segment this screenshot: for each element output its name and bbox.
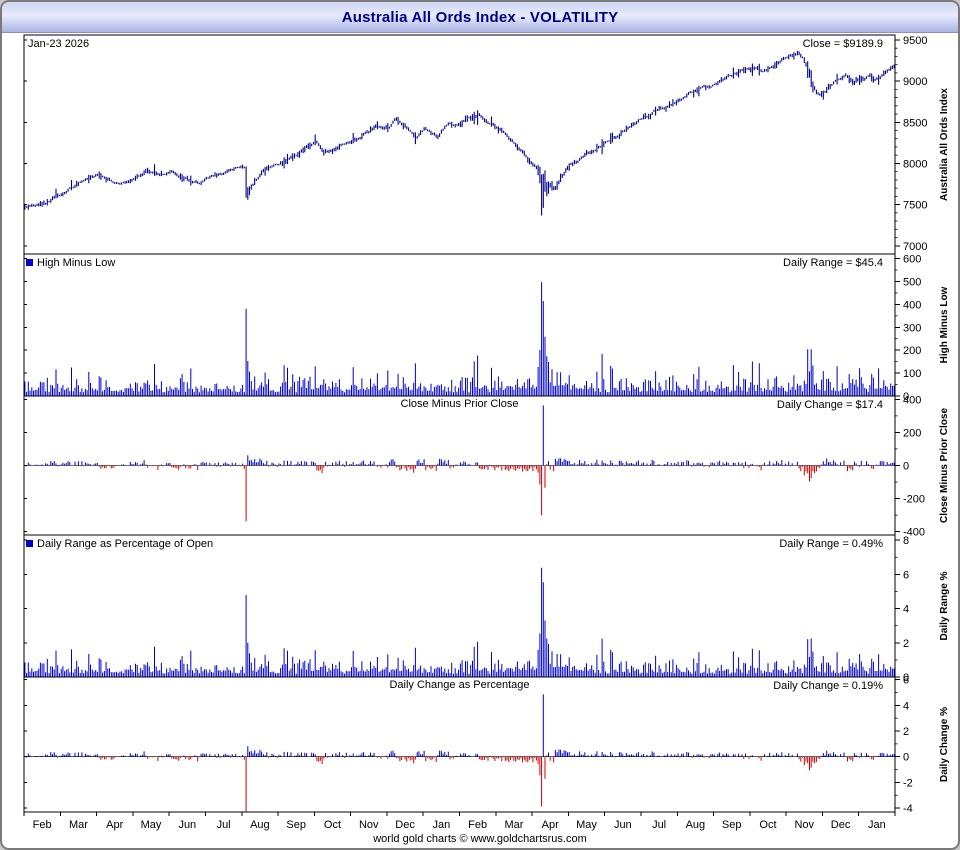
x-tick-label: Oct bbox=[324, 819, 341, 831]
stat-annotation: Daily Change = $17.4 bbox=[777, 399, 883, 411]
y-tick-label: 0 bbox=[903, 391, 909, 403]
stat-annotation: Daily Range = 0.49% bbox=[779, 538, 883, 550]
panel-ylabel: Daily Range % bbox=[939, 571, 950, 640]
y-tick-label: 400 bbox=[903, 394, 921, 406]
y-tick-label: 2 bbox=[903, 638, 909, 650]
y-tick-label: -200 bbox=[903, 494, 925, 506]
stat-annotation: Daily Range = $45.4 bbox=[783, 257, 883, 269]
page-title: Australia All Ords Index - VOLATILITY bbox=[341, 8, 619, 26]
changePct-bars-negative bbox=[26, 756, 874, 812]
change-bars-positive bbox=[27, 405, 895, 466]
y-tick-label: 4 bbox=[903, 700, 909, 712]
legend-swatch bbox=[26, 540, 33, 547]
x-tick-label: Feb bbox=[468, 819, 487, 831]
panel-center-label: Close Minus Prior Close bbox=[401, 398, 519, 410]
x-tick-label: Apr bbox=[106, 819, 123, 831]
x-tick-label: May bbox=[141, 819, 162, 831]
change-bars-negative bbox=[26, 465, 874, 522]
y-tick-label: 6 bbox=[903, 675, 909, 687]
panel-ylabel: Daily Change % bbox=[939, 707, 950, 782]
stat-annotation: Daily Change = 0.19% bbox=[773, 680, 883, 692]
x-tick-label: Jul bbox=[652, 819, 666, 831]
y-tick-label: -2 bbox=[903, 777, 913, 789]
x-tick-label: Sep bbox=[722, 819, 742, 831]
rangePct-bars-positive bbox=[24, 567, 895, 677]
x-tick-label: Jun bbox=[614, 819, 632, 831]
y-tick-label: 7500 bbox=[903, 200, 927, 212]
y-tick-label: 400 bbox=[903, 299, 921, 311]
x-tick-label: Jan bbox=[432, 819, 450, 831]
panel-center-label: Daily Change as Percentage bbox=[389, 679, 529, 691]
y-tick-label: 6 bbox=[903, 569, 909, 581]
panel-ylabel: High Minus Low bbox=[939, 286, 950, 363]
x-tick-label: Sep bbox=[286, 819, 306, 831]
y-tick-label: 100 bbox=[903, 368, 921, 380]
x-tick-label: Nov bbox=[794, 819, 814, 831]
footer-credit: world gold charts © www.goldchartsrus.co… bbox=[373, 833, 587, 845]
chart-area: 7000 7500 8000 8500 9000 9500 Australia All Or… bbox=[2, 32, 958, 836]
y-tick-label: 0 bbox=[903, 672, 909, 684]
x-tick-label: Jun bbox=[178, 819, 196, 831]
x-tick-label: Aug bbox=[686, 819, 706, 831]
stat-annotation: Close = $9189.9 bbox=[803, 38, 883, 50]
x-tick-label: Jan bbox=[868, 819, 886, 831]
y-tick-label: 2 bbox=[903, 726, 909, 738]
date-annotation: Jan-23 2026 bbox=[28, 38, 89, 50]
y-tick-label: 300 bbox=[903, 322, 921, 334]
y-tick-label: 8 bbox=[903, 535, 909, 547]
y-tick-label: 8500 bbox=[903, 117, 927, 129]
x-tick-label: Mar bbox=[504, 819, 523, 831]
x-tick-label: Jul bbox=[217, 819, 231, 831]
panel-ylabel: Close Minus Prior Close bbox=[939, 408, 950, 523]
price-hilo-bars bbox=[24, 50, 895, 216]
y-tick-label: 9000 bbox=[903, 76, 927, 88]
y-tick-label: 200 bbox=[903, 345, 921, 357]
title-bar: Australia All Ords Index - VOLATILITY bbox=[2, 2, 958, 33]
x-tick-label: May bbox=[576, 819, 597, 831]
x-tick-label: Dec bbox=[395, 819, 415, 831]
x-tick-label: Mar bbox=[69, 819, 88, 831]
x-tick-label: Dec bbox=[831, 819, 851, 831]
y-tick-label: 7000 bbox=[903, 241, 927, 253]
range-bars-positive bbox=[24, 282, 895, 396]
y-tick-label: 0 bbox=[903, 752, 909, 764]
y-tick-label: 600 bbox=[903, 254, 921, 266]
plot-border bbox=[23, 34, 896, 813]
y-tick-label: 9500 bbox=[903, 35, 927, 47]
x-tick-label: Nov bbox=[359, 819, 379, 831]
x-tick-label: Aug bbox=[250, 819, 270, 831]
y-tick-label: 4 bbox=[903, 604, 909, 616]
y-tick-label: -4 bbox=[903, 803, 913, 815]
y-tick-label: 0 bbox=[903, 461, 909, 473]
y-tick-label: 8000 bbox=[903, 158, 927, 170]
y-tick-label: -400 bbox=[903, 527, 925, 539]
panel-ylabel: Australia All Ords Index bbox=[939, 88, 950, 201]
legend-label: High Minus Low bbox=[37, 257, 115, 269]
changePct-bars-positive bbox=[27, 694, 895, 757]
x-tick-label: Feb bbox=[33, 819, 52, 831]
legend-swatch bbox=[26, 259, 33, 266]
y-tick-label: 500 bbox=[903, 276, 921, 288]
x-tick-label: Apr bbox=[542, 819, 559, 831]
legend-label: Daily Range as Percentage of Open bbox=[37, 538, 213, 550]
x-tick-label: Oct bbox=[759, 819, 776, 831]
y-tick-label: 200 bbox=[903, 427, 921, 439]
